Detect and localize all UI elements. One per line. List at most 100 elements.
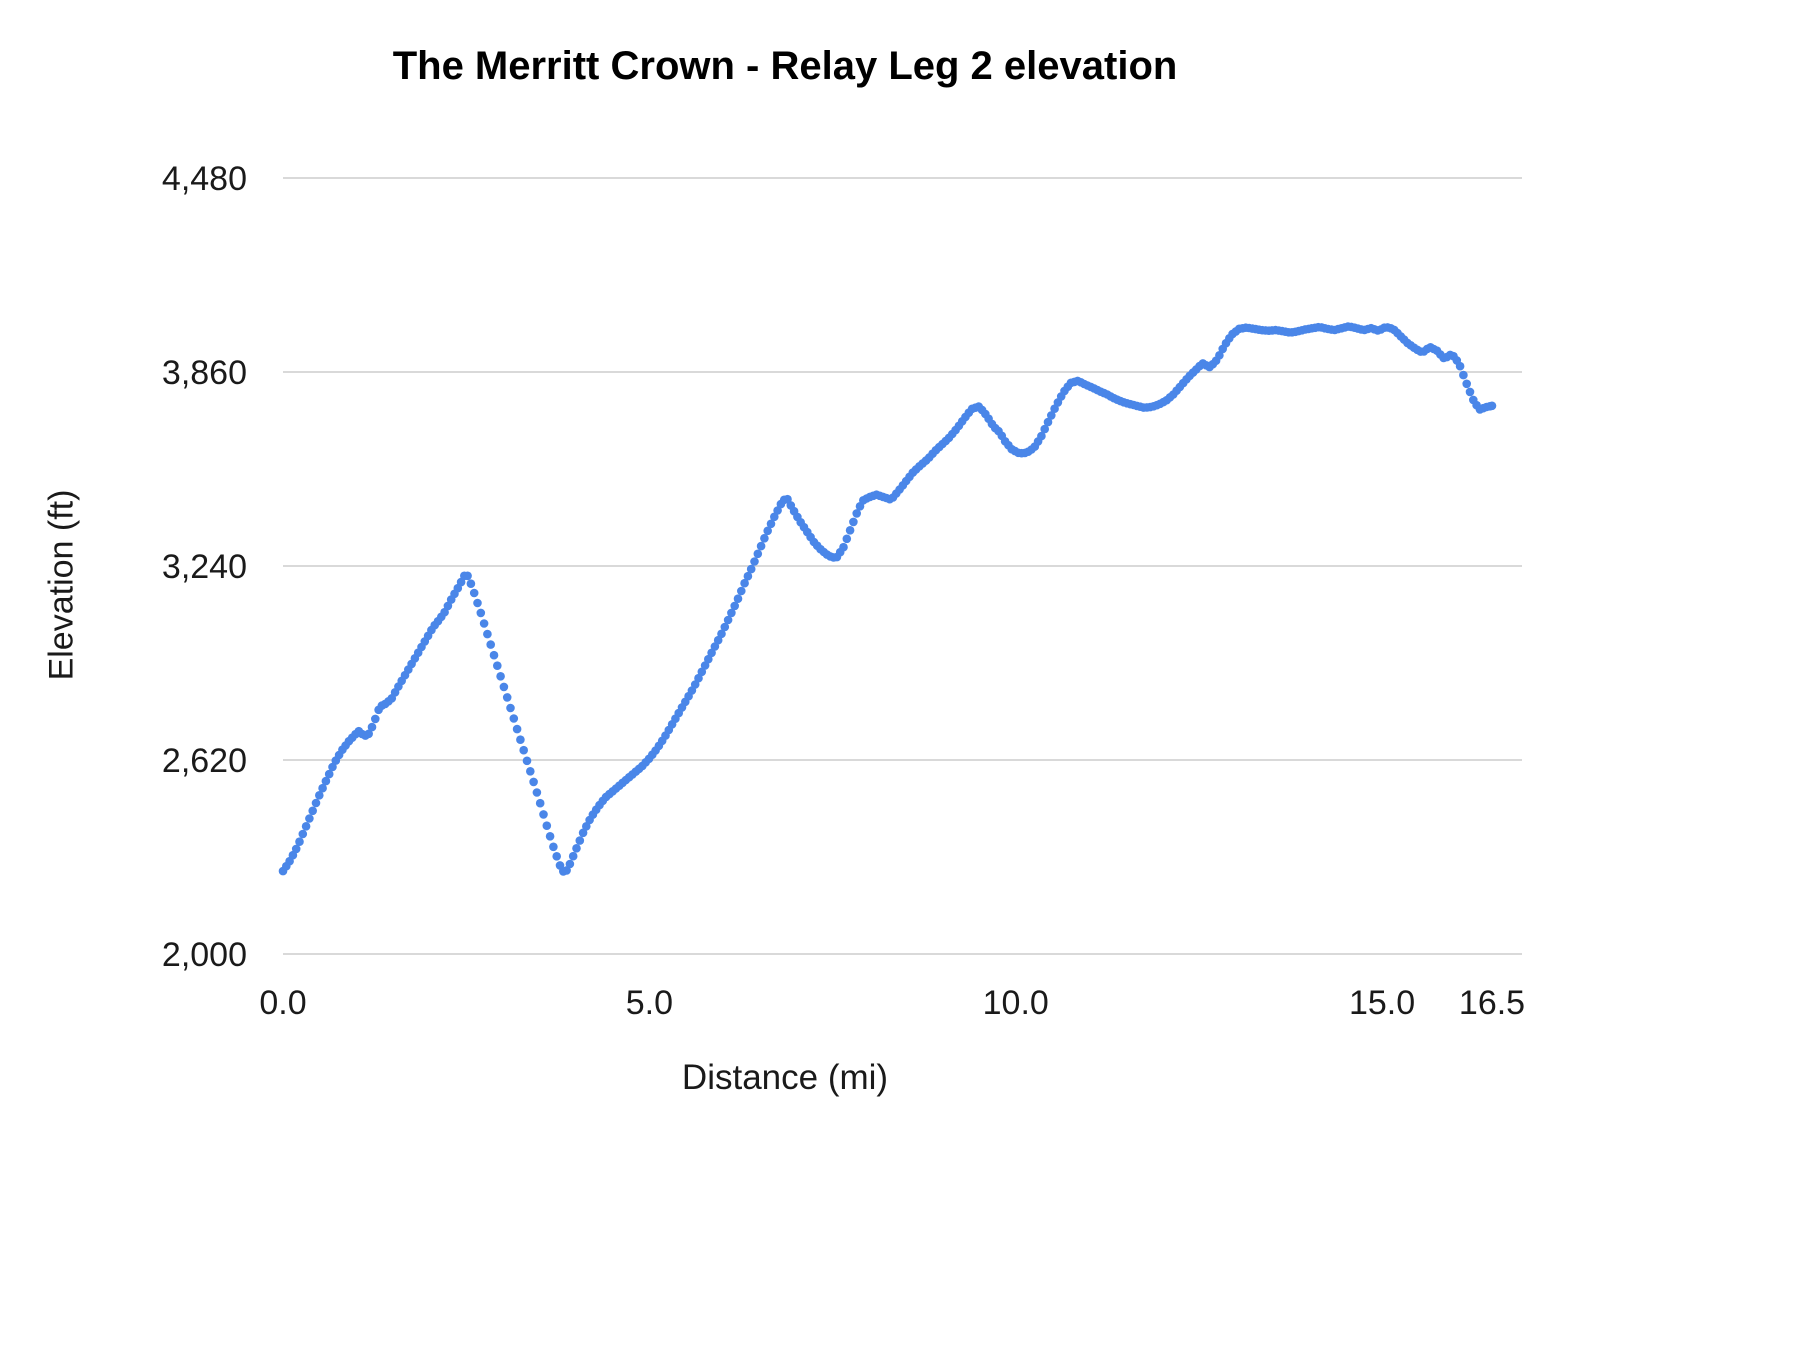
- x-tick-label: 15.0: [1349, 984, 1415, 1022]
- data-point: [746, 564, 756, 574]
- data-point: [568, 851, 578, 861]
- data-point: [578, 828, 588, 838]
- data-point: [723, 615, 733, 625]
- data-point: [740, 578, 749, 588]
- data-point: [770, 512, 779, 522]
- data-point: [1215, 351, 1224, 360]
- data-point: [704, 654, 713, 664]
- data-point: [315, 791, 324, 800]
- data-point: [845, 526, 855, 535]
- data-point: [499, 682, 509, 692]
- x-axis-title: Distance (mi): [681, 1058, 889, 1097]
- data-point: [526, 767, 535, 776]
- data-point: [549, 842, 558, 852]
- data-point: [496, 672, 505, 681]
- data-point: [311, 798, 321, 808]
- data-point: [466, 579, 476, 588]
- gridlines: [283, 177, 1522, 955]
- data-point: [763, 526, 772, 536]
- data-point: [512, 724, 522, 734]
- data-point: [697, 667, 707, 677]
- x-tick-labels: 0.0 5.0 10.0 15.0 16.5: [259, 984, 1525, 1022]
- data-point: [486, 640, 496, 649]
- x-tick-label: 0.0: [259, 984, 306, 1022]
- data-point: [839, 542, 848, 552]
- elevation-series: [278, 322, 1497, 876]
- x-tick-label: 5.0: [626, 984, 673, 1022]
- data-point: [529, 777, 538, 787]
- data-point: [562, 866, 571, 875]
- data-point: [291, 844, 301, 854]
- data-point: [717, 629, 726, 639]
- data-point: [298, 829, 308, 839]
- y-tick-label: 3,860: [162, 354, 247, 392]
- data-point: [535, 798, 545, 808]
- data-point: [509, 714, 519, 723]
- data-point: [545, 832, 555, 841]
- data-point: [710, 642, 720, 651]
- chart-title: The Merritt Crown - Relay Leg 2 elevatio…: [392, 44, 1178, 88]
- x-tick-label: 16.5: [1459, 984, 1525, 1022]
- data-point: [575, 836, 585, 845]
- data-point: [750, 557, 759, 566]
- data-point: [539, 810, 548, 819]
- data-point: [506, 703, 515, 713]
- data-point: [1040, 424, 1049, 434]
- data-point: [852, 509, 861, 518]
- data-point: [532, 788, 542, 797]
- data-point: [753, 549, 763, 559]
- data-point: [766, 519, 776, 529]
- data-point: [572, 844, 581, 853]
- data-point: [364, 729, 374, 739]
- data-point: [760, 534, 769, 543]
- data-point: [727, 608, 736, 618]
- data-point: [1465, 387, 1475, 397]
- data-point: [516, 735, 525, 744]
- data-point: [463, 571, 472, 581]
- data-point: [1050, 404, 1059, 414]
- y-tick-label: 2,620: [162, 742, 247, 780]
- data-point: [479, 619, 489, 628]
- data-point: [582, 822, 591, 831]
- data-point: [301, 822, 311, 831]
- data-point: [328, 762, 337, 772]
- data-point: [522, 756, 532, 766]
- y-tick-label: 2,000: [162, 936, 247, 974]
- data-point: [842, 534, 852, 544]
- data-point: [305, 814, 314, 823]
- data-point: [493, 661, 502, 670]
- data-point: [324, 769, 334, 779]
- data-point: [713, 635, 723, 645]
- data-point: [733, 594, 743, 603]
- x-tick-label: 10.0: [983, 984, 1049, 1022]
- data-point: [565, 859, 575, 869]
- data-point: [707, 648, 716, 658]
- y-tick-label: 3,240: [162, 548, 247, 586]
- data-point: [1455, 361, 1465, 371]
- data-point: [1462, 379, 1471, 389]
- data-point: [1487, 401, 1497, 411]
- data-point: [483, 629, 492, 639]
- data-point: [288, 850, 298, 860]
- data-point: [321, 776, 331, 786]
- data-point: [743, 571, 753, 581]
- data-point: [1043, 417, 1053, 427]
- data-point: [502, 693, 512, 702]
- data-point: [1037, 431, 1046, 441]
- data-point: [489, 650, 499, 660]
- data-point: [720, 622, 730, 632]
- data-point: [849, 517, 858, 527]
- data-point: [690, 680, 700, 689]
- data-point: [318, 783, 327, 793]
- data-point: [476, 608, 486, 618]
- y-tick-labels: 2,000 2,620 3,240 3,860 4,480: [162, 160, 247, 974]
- data-point: [371, 714, 380, 724]
- data-point: [295, 837, 304, 846]
- data-point: [1047, 411, 1056, 420]
- data-point: [440, 607, 449, 617]
- data-point: [308, 806, 318, 816]
- data-point: [443, 601, 453, 611]
- data-point: [1459, 370, 1468, 380]
- data-point: [367, 722, 377, 732]
- data-point: [730, 601, 739, 611]
